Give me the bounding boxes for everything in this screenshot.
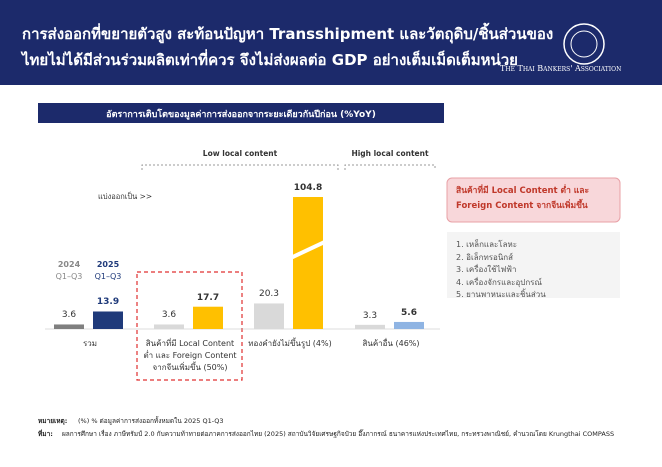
group-label: High local content xyxy=(351,149,429,158)
highlight-box xyxy=(136,271,243,381)
value-label: 3.3 xyxy=(362,310,378,321)
header-band xyxy=(0,0,662,85)
header-title: การส่งออกที่ขยายตัวสูง สะท้อนปัญหา Trans… xyxy=(22,25,554,43)
value-label: 20.3 xyxy=(258,289,280,300)
value-label: 3.6 xyxy=(161,310,177,321)
header-title: ไทยไม่ได้มีส่วนร่วมผลิตเท่าที่ควร จึงไม่… xyxy=(22,51,518,69)
bar xyxy=(394,321,424,329)
chart-title: อัตราการเติบโตของมูลค่าการส่งออกจากระยะเ… xyxy=(106,110,376,120)
group-bracket xyxy=(344,164,436,170)
chart-title-bar xyxy=(38,103,444,123)
logo-text: The Thai Bankers' Association xyxy=(500,64,622,73)
group-bracket xyxy=(141,164,339,170)
logo-inner xyxy=(570,30,598,58)
callout-item: 5. ยานพาหนะและชิ้นส่วน xyxy=(456,290,546,299)
footnote-label: ที่มา: xyxy=(38,430,53,438)
split-note: แบ่งออกเป็น >> xyxy=(98,192,153,201)
legend-name: 2025 xyxy=(96,260,120,269)
axis-break xyxy=(290,239,326,260)
legend-name: 2024 xyxy=(57,260,81,269)
callout-box xyxy=(446,177,621,223)
bar xyxy=(193,306,223,329)
footnote-text: ผลการศึกษา เรื่อง ภาษีทรัมป์ 2.0 กับความ… xyxy=(62,430,615,438)
bar xyxy=(154,324,184,329)
callout-item: 1. เหล็กและโลหะ xyxy=(456,240,518,249)
value-label: 17.7 xyxy=(196,292,220,303)
group-label: Low local content xyxy=(202,149,278,158)
bar xyxy=(293,197,323,329)
bar xyxy=(54,324,84,329)
legend-period: Q1–Q3 xyxy=(94,272,122,281)
value-label: 104.8 xyxy=(293,183,323,193)
footnote-label: หมายเหตุ: xyxy=(38,417,68,425)
logo xyxy=(563,23,605,65)
x-tick-label: สินค้าอื่น (46%) xyxy=(362,339,420,348)
callout-title: สินค้าที่มี Local Content ต่ำ และ Foreig… xyxy=(456,186,590,211)
callout-item: 2. อิเล็กทรอนิกส์ xyxy=(456,252,514,262)
value-label: 13.9 xyxy=(96,297,120,308)
list-box xyxy=(447,232,620,298)
bar xyxy=(254,303,284,329)
callout-item: 3. เครื่องใช้ไฟฟ้า xyxy=(456,265,517,274)
bar xyxy=(93,311,123,329)
value-label: 5.6 xyxy=(401,307,417,318)
x-tick-label: ทองคำยังไม่ขึ้นรูป (4%) xyxy=(248,339,332,348)
bar xyxy=(355,324,385,329)
x-tick-label: รวม xyxy=(82,339,98,348)
value-label: 3.6 xyxy=(61,310,77,321)
x-tick-label: สินค้าที่มี Local Content ต่ำ และ Foreig… xyxy=(143,339,237,372)
footnote-text: (%) % ต่อมูลค่าการส่งออกทั้งหมดใน 2025 Q… xyxy=(78,417,224,425)
callout-item: 4. เครื่องจักรและอุปกรณ์ xyxy=(456,277,542,287)
legend-period: Q1–Q3 xyxy=(55,272,83,281)
